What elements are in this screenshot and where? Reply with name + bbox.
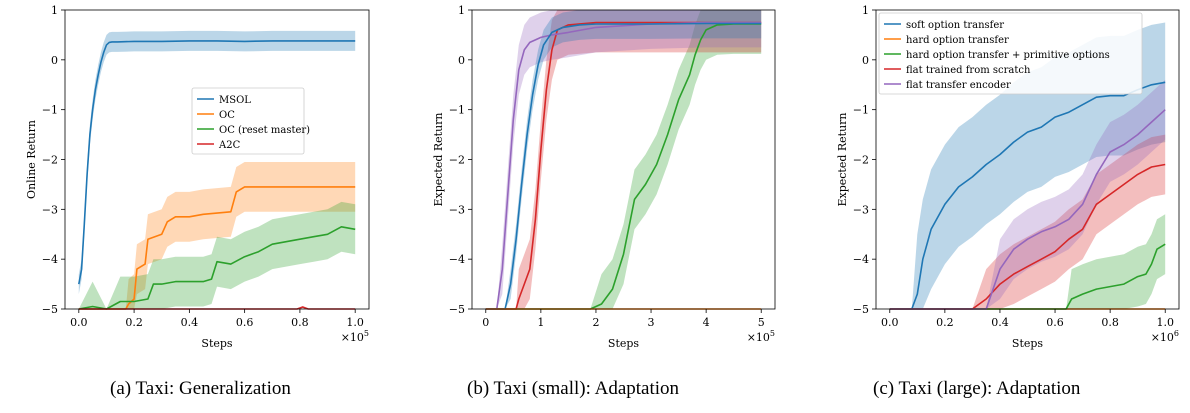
series-band-3 (485, 10, 762, 309)
chart-2: 1 0 −1 −2 −3 −4 −5 0 1 2 3 4 5 Steps Expected Return ×1… (432, 4, 776, 350)
x-tick-label: 0.2 (125, 316, 143, 329)
x-tick-label: 2 (592, 316, 599, 329)
x-axis-label: Steps (1012, 337, 1044, 350)
x-tick-label: 0.4 (991, 316, 1009, 329)
x-tick-label: 0.0 (881, 316, 899, 329)
y-tick-label: −1 (853, 104, 869, 117)
legend-label: flat transfer encoder (906, 80, 1011, 91)
y-axis-label: Expected Return (836, 112, 849, 206)
series-line-3 (78, 226, 356, 310)
x-tick-label: 0 (482, 316, 489, 329)
series-band-3 (78, 201, 356, 309)
y-tick-label: −4 (449, 253, 465, 266)
series-band-4 (889, 134, 1166, 309)
x-multiplier-exponent: 5 (770, 329, 775, 338)
x-tick-label: 1.0 (346, 316, 364, 329)
y-tick-label: 1 (458, 4, 465, 17)
series-line-4 (485, 22, 762, 310)
y-tick-label: 0 (458, 54, 465, 67)
caption-c: (c) Taxi (large): Adaptation (873, 378, 1081, 399)
x-tick-label: 5 (758, 316, 765, 329)
series-band-5 (889, 79, 1166, 309)
legend-label: OC (reset master) (219, 125, 310, 136)
chart-3: 1 0 −1 −2 −3 −4 −5 0.0 0.2 0.4 0.6 0.8 1.0 Steps Expec… (836, 4, 1180, 350)
x-tick-label: 0.6 (236, 316, 254, 329)
x-multiplier-exponent: 5 (364, 329, 369, 338)
series-line-1 (485, 23, 762, 310)
legend-label: soft option transfer (906, 20, 1004, 31)
y-tick-label: −4 (42, 253, 58, 266)
caption-a: (a) Taxi: Generalization (110, 378, 291, 399)
y-tick-label: −3 (449, 203, 465, 216)
x-multiplier-exponent: 6 (1174, 329, 1179, 338)
y-tick-label: −5 (853, 303, 869, 316)
legend-label: MSOL (219, 95, 251, 106)
series-line-4 (889, 163, 1166, 310)
chart-1: 1 0 −1 −2 −3 −4 −5 0.0 0.2 0.4 0.6 0.8 1.0 Steps Onlin… (25, 4, 370, 350)
series-line-2 (78, 186, 356, 310)
legend-label: A2C (218, 140, 241, 151)
x-tick-label: 0.8 (1101, 316, 1119, 329)
y-tick-label: −2 (42, 154, 58, 167)
y-tick-label: −1 (42, 104, 58, 117)
series-line-5 (889, 109, 1166, 310)
y-tick-label: 1 (862, 4, 869, 17)
series-line-3 (485, 21, 762, 310)
x-tick-label: 0.8 (291, 316, 309, 329)
x-tick-label: 4 (703, 316, 710, 329)
legend-label: OC (219, 110, 235, 121)
y-axis-label: Online Return (25, 120, 38, 199)
x-axis-label: Steps (608, 337, 640, 350)
x-axis-label: Steps (201, 337, 233, 350)
x-tick-label: 0.6 (1046, 316, 1064, 329)
y-tick-label: −5 (42, 303, 58, 316)
y-tick-label: 0 (862, 54, 869, 67)
x-tick-label: 0.0 (70, 316, 88, 329)
legend-label: hard option transfer (906, 35, 1009, 46)
x-multiplier: ×105 (747, 329, 775, 344)
legend-label: hard option transfer + primitive options (906, 50, 1110, 61)
x-tick-label: 3 (648, 316, 655, 329)
legend-box (878, 12, 1143, 95)
x-multiplier: ×105 (341, 329, 369, 344)
y-tick-label: −2 (853, 154, 869, 167)
y-axis-label: Expected Return (432, 112, 445, 206)
series-line-2 (485, 21, 762, 310)
series-line-1 (78, 40, 356, 285)
y-tick-label: 0 (51, 54, 58, 67)
series-band-2 (78, 162, 356, 309)
legend-box (191, 87, 305, 155)
x-tick-label: 0.2 (936, 316, 954, 329)
y-tick-label: −2 (449, 154, 465, 167)
y-tick-label: −5 (449, 303, 465, 316)
series-band-1 (485, 10, 762, 309)
series-line-3 (889, 243, 1166, 310)
y-tick-label: −4 (853, 253, 869, 266)
series-band-3 (889, 214, 1166, 309)
legend-label: flat trained from scratch (906, 65, 1031, 76)
y-tick-label: −3 (853, 203, 869, 216)
series-line-1 (889, 81, 1166, 310)
y-tick-label: −1 (449, 104, 465, 117)
x-tick-label: 1 (537, 316, 544, 329)
x-tick-label: 1.0 (1156, 316, 1174, 329)
x-tick-label: 0.4 (181, 316, 199, 329)
y-tick-label: 1 (51, 4, 58, 17)
caption-b: (b) Taxi (small): Adaptation (467, 378, 680, 399)
x-multiplier: ×106 (1151, 329, 1179, 344)
y-tick-label: −3 (42, 203, 58, 216)
